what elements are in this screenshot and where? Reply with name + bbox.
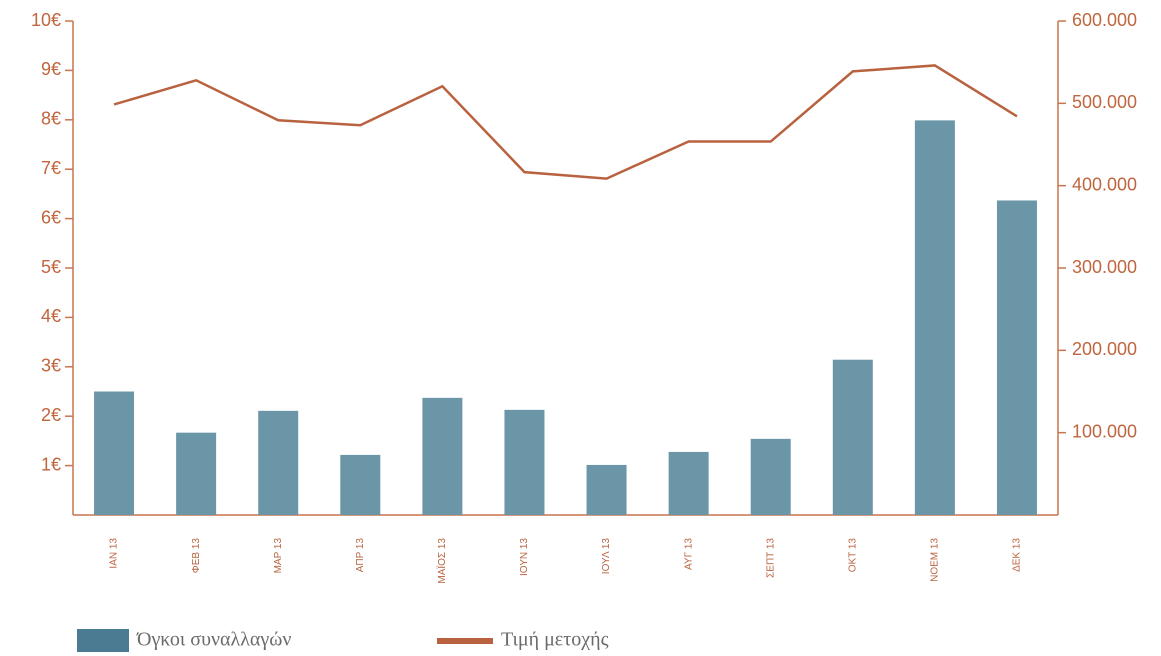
y-tick-label: 8€ <box>41 109 61 129</box>
x-tick-label: ΦΕΒ 13 <box>191 538 202 574</box>
x-tick-label: ΣΕΠΤ 13 <box>765 538 776 578</box>
y-tick-label: 6€ <box>41 207 61 227</box>
bar <box>176 432 217 515</box>
bar <box>832 359 873 515</box>
y2-tick-label: 100.000 <box>1072 421 1137 441</box>
bar <box>340 454 381 515</box>
x-tick-label: ΝΟΕΜ 13 <box>930 538 941 582</box>
bar <box>504 409 545 515</box>
line <box>113 64 1018 180</box>
bar <box>586 464 627 515</box>
y2-tick-label: 500.000 <box>1072 92 1137 112</box>
y2-tick-label: 400.000 <box>1072 174 1137 194</box>
x-tick-label: ΜΑΡ 13 <box>273 538 284 574</box>
y-tick-label: 2€ <box>41 405 61 425</box>
x-tick-label: ΙΟΥΝ 13 <box>519 538 530 576</box>
bar <box>914 120 955 515</box>
y-tick-label: 3€ <box>41 356 61 376</box>
y2-tick-label: 600.000 <box>1072 10 1137 30</box>
y-tick-label: 1€ <box>41 454 61 474</box>
bar <box>258 410 299 515</box>
legend-swatch <box>77 629 129 652</box>
y-tick-label: 4€ <box>41 306 61 326</box>
x-tick-label: ΟΚΤ 13 <box>847 538 858 573</box>
x-tick-label: ΙΑΝ 13 <box>109 538 120 569</box>
y-tick-label: 9€ <box>41 59 61 79</box>
bar <box>996 200 1037 515</box>
legend-label: Όγκοι συναλλαγών <box>136 629 291 651</box>
y-tick-label: 10€ <box>31 10 61 30</box>
bar <box>422 397 463 515</box>
bar <box>94 391 135 515</box>
legend-label: Τιμή μετοχής <box>501 629 609 651</box>
y2-tick-label: 300.000 <box>1072 257 1137 277</box>
x-tick-label: ΑΠΡ 13 <box>355 538 366 573</box>
y-tick-label: 7€ <box>41 158 61 178</box>
y-tick-label: 5€ <box>41 257 61 277</box>
x-tick-label: ΑΥΓ 13 <box>683 538 694 570</box>
x-tick-label: ΜΑΪΟΣ 13 <box>436 538 448 584</box>
x-tick-label: ΔΕΚ 13 <box>1012 538 1023 572</box>
y2-tick-label: 200.000 <box>1072 339 1137 359</box>
legend-swatch <box>437 638 493 644</box>
bar <box>668 451 709 515</box>
x-tick-label: ΙΟΥΛ 13 <box>601 538 612 575</box>
bar <box>750 438 791 515</box>
